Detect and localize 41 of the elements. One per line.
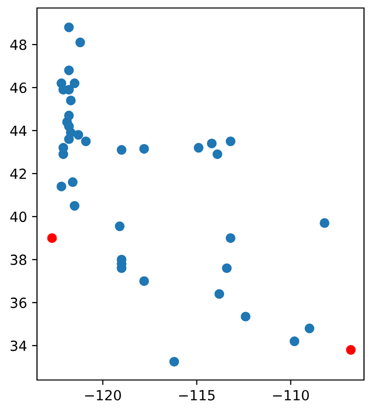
y-tick-label: 46 [10,82,26,94]
y-tick-label: 34 [10,340,26,352]
x-tick-label: −120 [85,390,121,400]
y-tick-label: 42 [10,168,26,179]
x-tick-label: −110 [273,390,309,400]
point [70,78,80,88]
point [214,289,224,299]
point [226,233,236,243]
point [68,177,78,188]
point [47,233,57,243]
point [194,142,204,153]
y-tick-label: 48 [10,40,26,50]
point [58,149,68,160]
point [70,200,80,211]
point [73,130,84,140]
point [64,65,74,76]
y-tick-label: 40 [10,212,26,222]
point [56,182,66,192]
point [75,38,86,48]
point [64,22,74,32]
y-tick-label: 38 [10,254,26,266]
y-tick-label: 44 [10,126,26,136]
point [139,276,149,286]
point [226,136,236,146]
point [116,145,126,155]
x-tick-label: −115 [179,390,215,400]
point [240,312,250,322]
point [114,221,125,232]
point [81,136,91,146]
point [304,324,314,334]
point [346,345,356,355]
point [320,218,330,228]
point [212,149,222,160]
point [222,263,232,274]
point [139,144,149,154]
point [206,138,217,148]
point [66,96,76,106]
y-tick-label: 36 [10,298,26,308]
point [64,134,74,144]
point [290,336,300,346]
point [169,356,180,367]
